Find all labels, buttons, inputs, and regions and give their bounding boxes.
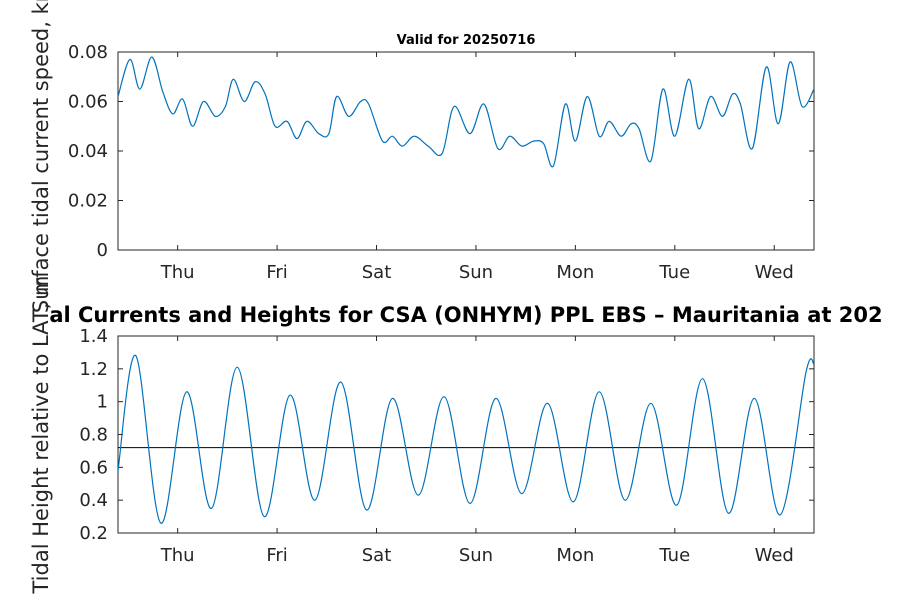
x-tick-label: Thu [160, 545, 195, 566]
chart-panel-2: 0.2 0.4 0.6 0.8 1 1.2 1.4 Thu Fri Sat Sun Mon Tue Wed… [29, 275, 883, 594]
y-tick-label: 1.4 [79, 326, 108, 347]
x-tick-label: Fri [266, 262, 287, 283]
x-tick-label: Mon [556, 545, 594, 566]
plot-frame [117, 51, 815, 251]
x-tick-label: Wed [755, 262, 794, 283]
chart-panel-1: 0 0.02 0.04 0.06 0.08 Thu Fri Sat Sun Mon Tue Wed Va… [29, 0, 815, 313]
y-tick-label: 0.8 [79, 425, 108, 446]
x-tick-label: Sun [459, 545, 493, 566]
y-tick-label: 1.2 [79, 359, 108, 380]
series-line [118, 355, 814, 524]
y-tick-label: 0.2 [79, 523, 108, 544]
series-line [118, 56, 814, 168]
y-axis-label: Surface tidal current speed, kn [29, 0, 53, 313]
x-tick-label: Wed [755, 545, 794, 566]
plot-frame [117, 335, 815, 534]
x-tick-label: Sat [362, 262, 392, 283]
y-tick-label: 0.04 [68, 141, 108, 162]
x-tick-label: Tue [658, 262, 690, 283]
chart-title: al Currents and Heights for CSA (ONHYM) … [49, 303, 882, 327]
y-tick-label: 0.4 [79, 490, 108, 511]
y-tick-label: 0.6 [79, 457, 108, 478]
y-tick-label: 0.02 [68, 191, 108, 212]
x-tick-label: Tue [658, 545, 690, 566]
y-tick-label: 0.06 [68, 92, 108, 113]
y-tick-label: 1 [97, 392, 108, 413]
x-tick-label: Thu [160, 262, 195, 283]
x-tick-label: Sat [362, 545, 392, 566]
y-tick-label: 0.08 [68, 42, 108, 63]
x-tick-label: Sun [459, 262, 493, 283]
chart-title: Valid for 20250716 [397, 33, 536, 48]
y-axis-label: Tidal Height relative to LAT, m [29, 275, 53, 594]
x-tick-label: Mon [556, 262, 594, 283]
y-tick-label: 0 [97, 240, 108, 261]
x-tick-label: Fri [266, 545, 287, 566]
